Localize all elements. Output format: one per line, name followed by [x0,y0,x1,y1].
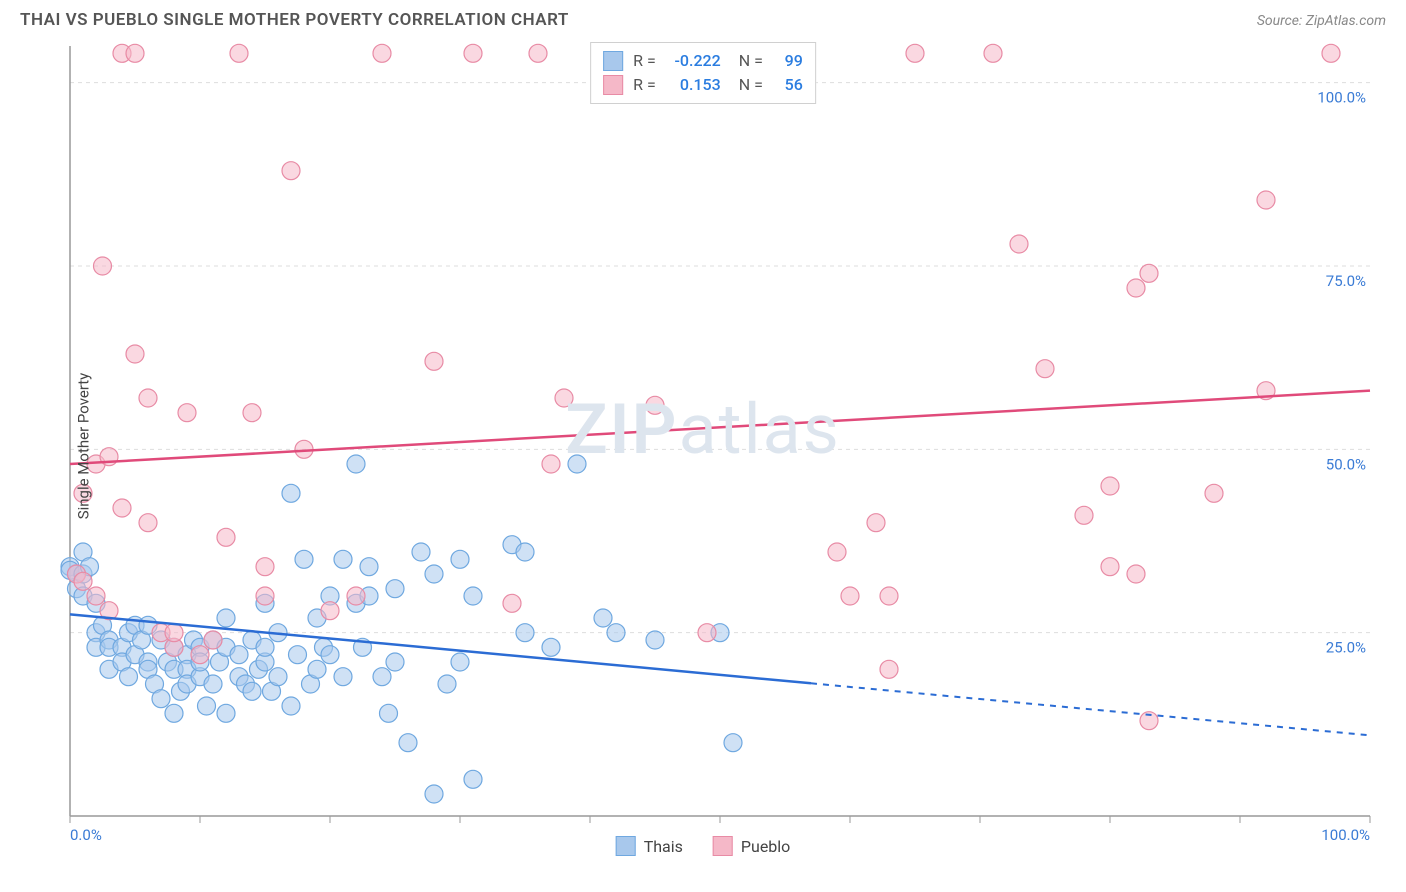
page-title: THAI VS PUEBLO SINGLE MOTHER POVERTY COR… [20,10,569,30]
bottom-legend: Thais Pueblo [616,836,791,856]
svg-text:0.0%: 0.0% [70,826,102,844]
source-credit: Source: ZipAtlas.com [1257,13,1386,29]
swatch-thais [603,51,623,71]
swatch-pueblo [603,75,623,95]
svg-text:50.0%: 50.0% [1326,455,1366,473]
svg-text:75.0%: 75.0% [1326,272,1366,290]
svg-text:100.0%: 100.0% [1317,89,1366,107]
y-axis-label: Single Mother Poverty [74,373,92,520]
legend-item-thais: Thais [616,836,683,856]
stats-row-thais: R = -0.222 N = 99 [603,49,803,73]
stats-row-pueblo: R = 0.153 N = 56 [603,73,803,97]
chart-container: Single Mother Poverty ZIPatlas 0.0%100.0… [20,36,1386,856]
stats-legend: R = -0.222 N = 99 R = 0.153 N = 56 [590,42,816,104]
scatter-plot: 0.0% 100.0% 25.0% 50.0% 75.0% 100.0% [20,36,1386,856]
svg-text:25.0%: 25.0% [1326,639,1366,657]
legend-item-pueblo: Pueblo [713,836,790,856]
svg-text:100.0%: 100.0% [1321,826,1370,844]
